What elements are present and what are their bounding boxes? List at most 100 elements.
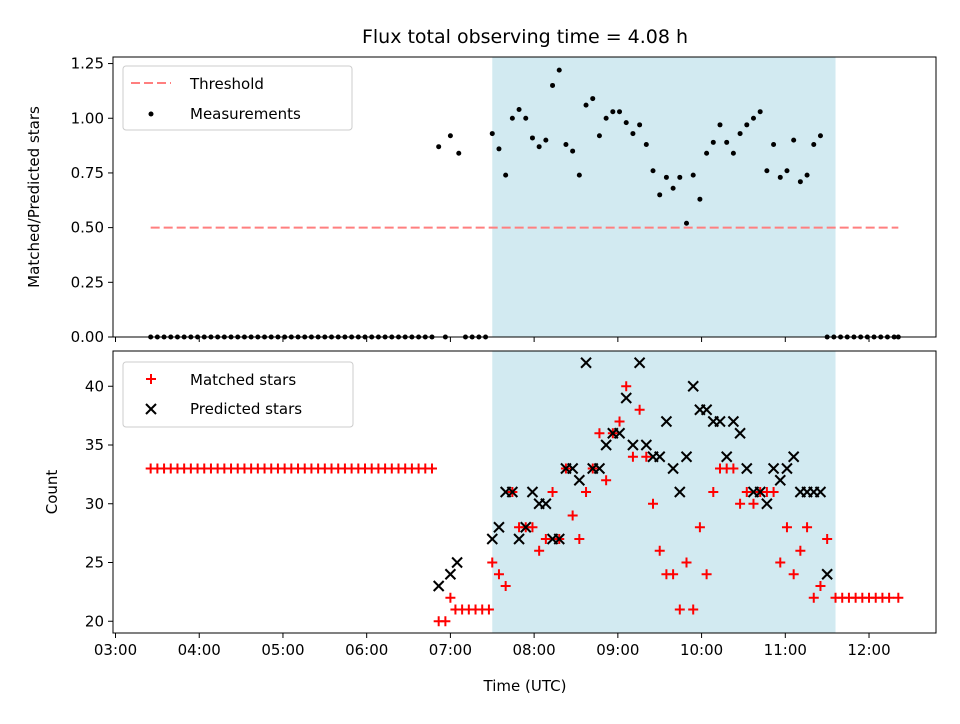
predicted-stars-point [787,451,800,463]
top-y-axis-label: Matched/Predicted stars [25,106,43,288]
legend-threshold-label: Threshold [189,75,264,93]
top-y-tick-label: 0.25 [71,273,104,291]
measurement-point [556,67,562,73]
bot-y-tick-label: 30 [85,495,104,513]
measurement-point [489,131,495,137]
matched-stars-point [735,498,746,509]
bottom-legend: Matched stars Predicted stars [122,361,354,428]
matched-stars-point [808,592,819,603]
measurement-point [623,120,629,126]
top-y-tick-label: 0.50 [71,219,104,237]
matched-stars-point [815,581,826,591]
matched-stars-point [802,522,813,533]
measurement-point [684,220,690,226]
matched-stars-point [768,487,779,497]
matched-stars-point [648,498,659,509]
matched-stars-point [621,381,632,392]
measurement-point [509,115,515,121]
x-tick-label: 06:00 [345,641,388,659]
predicted-stars-point [734,427,746,439]
legend-predicted-label: Predicted stars [190,400,302,418]
measurement-point [456,150,462,156]
measurement-point [576,172,582,178]
top-observing-span [492,57,836,337]
measurement-point [570,148,576,154]
matched-stars-point [728,463,739,474]
bottom-legend-box [122,361,354,428]
measurement-point [784,168,790,174]
matched-stars-point [445,592,456,603]
matched-stars-point [654,545,665,556]
top-panel-frame [112,56,937,338]
x-tick-label: 04:00 [178,641,221,659]
predicted-stars-point [486,533,498,545]
chart-title: Flux total observing time = 4.08 h [362,26,688,48]
predicted-stars-point [761,498,773,510]
bot-y-tick-label: 20 [85,612,104,630]
bottom-panel-frame [112,350,937,634]
predicted-stars-point [674,486,686,498]
predicted-stars-point [654,451,666,463]
legend-predicted-swatch [145,403,157,415]
measurement-point [529,135,535,141]
predicted-stars-point [640,439,653,451]
measurement-point [617,109,623,115]
measurement-point [583,102,589,108]
bottom-y-axis-label: Count [43,470,61,515]
measurement-point [657,192,663,198]
matched-stars-point [701,569,712,580]
measurement-point [677,174,683,180]
measurement-point [516,107,522,112]
matched-stars-point [795,545,806,556]
predicted-stars-point [814,486,827,498]
matched-stars-point [594,428,605,439]
top-y-tick-label: 1.25 [71,55,104,73]
measurement-point [563,142,569,147]
measurement-point [603,115,609,121]
x-tick-label: 11:00 [764,641,807,659]
legend-matched-swatch [146,374,156,384]
measurement-point [777,174,783,180]
predicted-stars-point [741,462,753,475]
predicted-stars-point [573,474,586,486]
predicted-stars-point [526,486,539,498]
measurement-point [704,150,710,156]
predicted-stars-point [432,580,445,592]
matched-stars-point [627,451,638,462]
measurement-point [797,179,803,185]
matched-stars-point [641,451,652,462]
predicted-stars-point [493,521,505,533]
matched-stars-point [493,569,504,580]
matched-stars-point [748,498,759,509]
measurement-point [630,131,636,137]
predicted-stars-point [781,462,793,475]
matched-stars-point [527,522,538,533]
predicted-stars-point [451,556,463,569]
legend-matched-label: Matched stars [190,371,296,389]
predicted-stars-point [627,439,639,451]
measurement-point [817,133,823,139]
predicted-stars-point [520,521,532,533]
predicted-stars-point [513,533,525,545]
top-panel: 0.00 0.25 0.50 0.75 1.00 1.25 Matched/Predict… [25,55,937,346]
measurement-point [643,142,649,147]
measurement-point [503,172,509,178]
bot-y-tick-label: 40 [85,377,104,395]
measurement-point [596,133,602,139]
matched-stars-point [634,404,645,415]
matched-stars-point [534,545,545,556]
measurement-point [724,139,730,145]
measurement-point [543,137,549,143]
bot-y-tick-label: 25 [85,554,104,572]
matched-stars-point [893,592,904,603]
matched-stars-point [500,581,511,591]
x-tick-label: 10:00 [680,641,723,659]
measurement-point [447,133,453,139]
measurement-point [496,146,502,152]
matched-stars-point [567,510,578,521]
matched-stars-point [775,557,786,568]
x-tick-label: 05:00 [261,641,304,659]
predicted-stars-point [506,486,519,498]
measurement-point [523,115,529,121]
predicted-stars-point [540,498,552,510]
